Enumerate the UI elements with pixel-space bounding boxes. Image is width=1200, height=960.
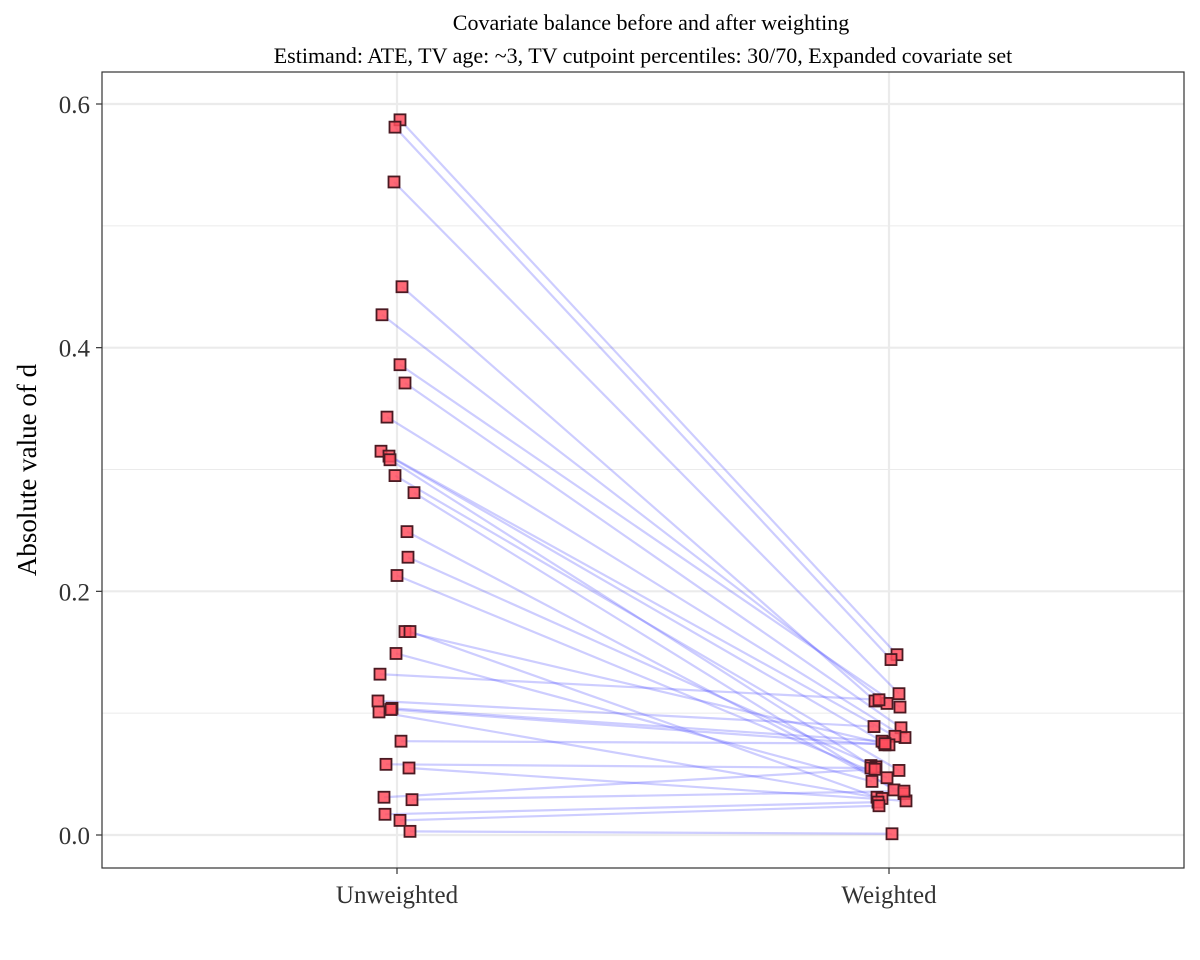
- point-unweighted: [383, 453, 397, 467]
- pair-line: [378, 710, 883, 800]
- point-unweighted: [387, 175, 401, 189]
- pair-line: [396, 574, 888, 779]
- pair-lines: [377, 119, 907, 835]
- pair-line: [377, 699, 875, 728]
- point-weighted: [868, 762, 882, 776]
- y-tick-label: 0.6: [59, 92, 90, 119]
- point-unweighted: [401, 550, 415, 564]
- pair-line: [385, 763, 872, 770]
- y-tick-label: 0.0: [59, 823, 90, 850]
- pair-line: [391, 707, 883, 743]
- point-unweighted: [390, 569, 404, 582]
- point-weighted: [865, 774, 879, 788]
- pair-line: [388, 455, 885, 744]
- pair-line: [395, 652, 873, 783]
- point-unweighted: [373, 667, 387, 681]
- pair-line: [383, 768, 876, 799]
- point-unweighted: [398, 376, 412, 390]
- point-weighted: [885, 827, 899, 841]
- point-unweighted: [380, 410, 394, 424]
- points: [371, 113, 913, 841]
- y-axis: 0.0 0.2 0.4 0.6: [59, 92, 102, 850]
- point-unweighted: [377, 790, 391, 804]
- pair-line: [409, 830, 893, 835]
- pair-line: [386, 416, 906, 739]
- pair-line: [404, 630, 890, 746]
- point-unweighted: [403, 824, 417, 838]
- point-unweighted: [393, 358, 407, 372]
- point-unweighted: [394, 734, 408, 748]
- pair-line: [399, 363, 901, 708]
- pair-line: [413, 491, 895, 791]
- point-weighted: [872, 799, 886, 813]
- pair-line: [393, 181, 900, 695]
- point-weighted: [880, 771, 894, 785]
- pair-line: [399, 804, 880, 822]
- pair-line: [389, 458, 872, 767]
- point-unweighted: [371, 694, 385, 708]
- minor-gridlines: [102, 225, 1184, 714]
- x-tick-label: Unweighted: [336, 882, 459, 909]
- panel-border: [101, 71, 1185, 869]
- point-unweighted: [388, 469, 402, 482]
- point-weighted: [867, 720, 881, 733]
- point-unweighted: [402, 761, 416, 775]
- point-unweighted: [395, 280, 409, 294]
- pair-line: [409, 630, 878, 799]
- point-weighted: [893, 700, 907, 714]
- point-unweighted: [384, 703, 398, 716]
- point-weighted: [872, 693, 886, 707]
- plot-panel: [101, 71, 1185, 869]
- point-unweighted: [405, 793, 419, 807]
- point-unweighted: [389, 647, 403, 660]
- pair-line: [384, 801, 879, 816]
- point-unweighted: [379, 757, 393, 771]
- chart-title: Covariate balance before and after weigh…: [453, 10, 849, 35]
- x-tick-label: Weighted: [841, 882, 937, 909]
- pair-line: [390, 708, 886, 746]
- chart-subtitle: Estimand: ATE, TV age: ~3, TV cutpoint p…: [274, 43, 1013, 68]
- point-unweighted: [378, 807, 392, 821]
- point-unweighted: [403, 625, 417, 638]
- pair-line: [399, 119, 898, 656]
- point-unweighted: [372, 705, 386, 719]
- pair-line: [404, 382, 902, 729]
- point-weighted: [892, 687, 906, 701]
- point-unweighted: [375, 308, 389, 322]
- point-unweighted: [400, 525, 414, 539]
- pair-line: [407, 556, 877, 768]
- y-tick-label: 0.2: [59, 579, 90, 606]
- pair-line: [401, 285, 876, 702]
- pair-line: [380, 450, 896, 738]
- pair-line: [379, 673, 880, 701]
- x-axis: Unweighted Weighted: [336, 868, 937, 909]
- y-tick-label: 0.4: [59, 336, 91, 363]
- point-weighted: [884, 653, 898, 666]
- pair-line: [408, 766, 907, 802]
- pair-line: [394, 126, 892, 661]
- point-weighted: [878, 737, 892, 751]
- point-weighted: [897, 784, 911, 798]
- point-unweighted: [407, 486, 421, 500]
- point-unweighted: [388, 120, 402, 134]
- point-unweighted: [393, 813, 407, 827]
- pair-line: [400, 740, 886, 745]
- pair-line: [406, 530, 905, 795]
- pair-line: [381, 313, 888, 705]
- pair-line: [394, 474, 900, 772]
- y-axis-label: Absolute value of d: [12, 363, 42, 576]
- point-weighted: [892, 764, 906, 777]
- pair-line: [411, 790, 905, 801]
